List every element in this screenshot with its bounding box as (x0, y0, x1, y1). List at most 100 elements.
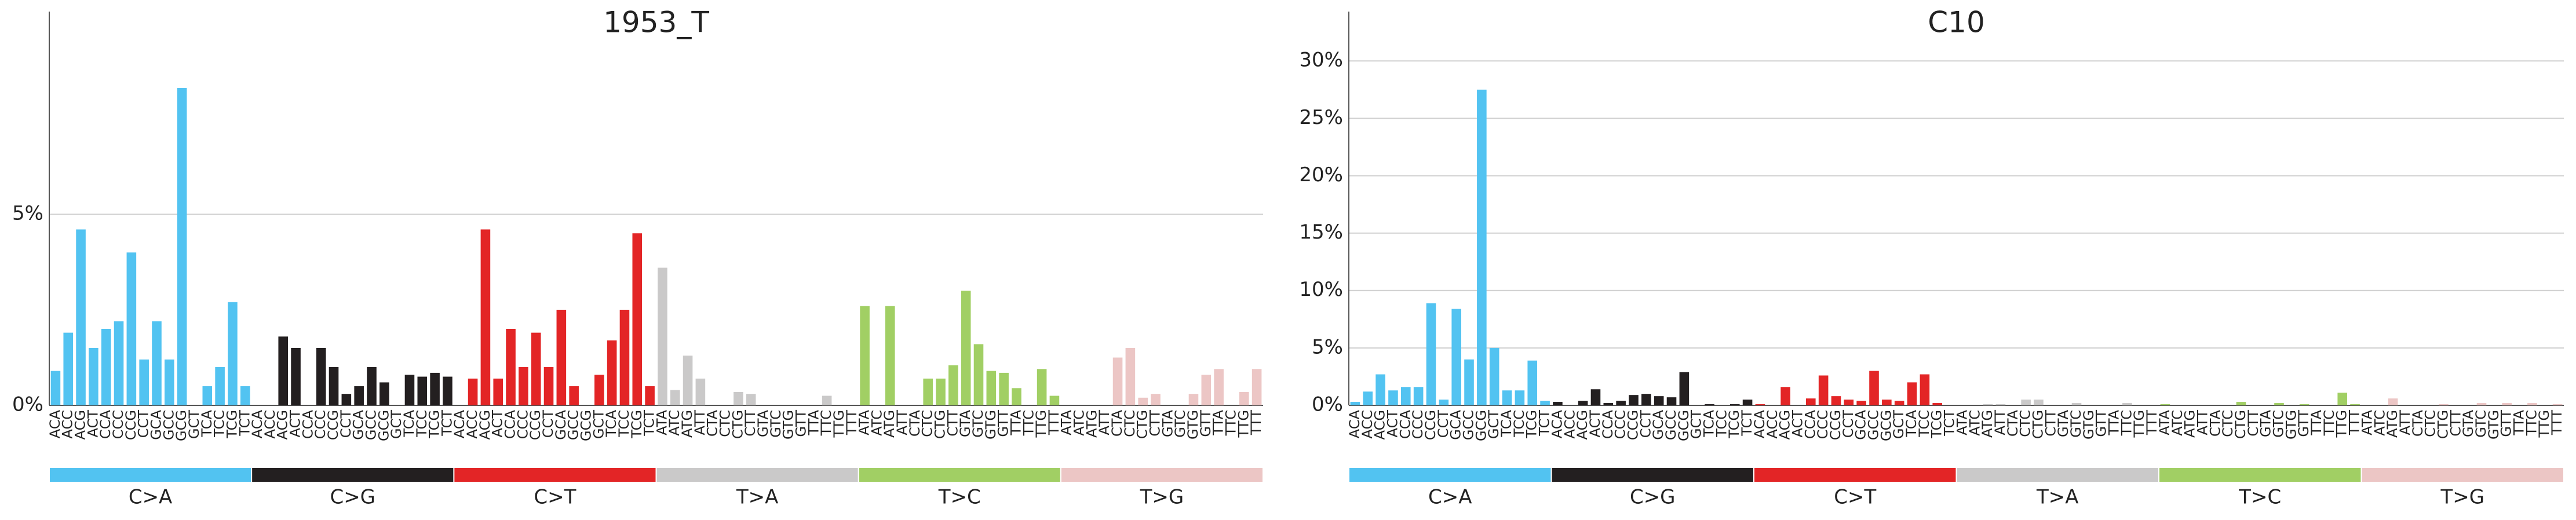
x-tick-label: ACG (275, 410, 291, 440)
x-tick-label: CTT (2042, 410, 2059, 437)
bar (1742, 400, 1753, 405)
x-tick-label: GCA (553, 409, 569, 440)
bar (1869, 371, 1879, 405)
bar (1239, 391, 1249, 405)
bar (126, 252, 137, 405)
x-tick-label: TCG (1726, 410, 1742, 439)
x-tick-label: GCC (1663, 410, 1679, 440)
bar (683, 356, 693, 405)
bar (114, 321, 124, 405)
x-tick-label: TTA (1008, 409, 1024, 435)
bar (506, 328, 516, 405)
x-tick-label: GCT (1891, 410, 1907, 439)
group-strip (1957, 468, 2158, 482)
x-tick-label: GTG (2283, 410, 2299, 440)
x-tick-label: TCA (1498, 409, 1515, 437)
x-tick-label: ATA (1954, 409, 1970, 435)
bar (367, 367, 377, 405)
bar (1214, 369, 1224, 405)
bar (468, 378, 478, 405)
group-label: C>T (1834, 486, 1876, 509)
group-strip (2362, 468, 2563, 482)
bar (1363, 391, 1373, 405)
bar (443, 376, 453, 405)
x-tick-label: ACC (1764, 410, 1780, 439)
x-tick-label: ATA (2157, 409, 2173, 435)
x-tick-label: GCG (173, 410, 189, 441)
bar (139, 359, 149, 405)
x-tick-label: CCG (1422, 410, 1439, 440)
chart-title: 1953_T (603, 6, 709, 39)
bar (1201, 375, 1212, 405)
x-tick-label: GTT (995, 410, 1012, 437)
x-tick-label: ACG (1372, 410, 1388, 440)
group-label: T>C (938, 486, 981, 509)
bar (2236, 402, 2246, 405)
bar (1844, 400, 1854, 405)
x-tick-label: CTT (2447, 410, 2464, 437)
x-tick-label: CCC (515, 410, 531, 439)
bar (885, 306, 895, 405)
bar (1679, 372, 1690, 405)
bar (2122, 403, 2132, 405)
bar (1907, 382, 1917, 405)
x-tick-label: TTT (844, 410, 860, 435)
x-tick-label: ATT (2397, 410, 2413, 435)
x-tick-label: ACA (451, 409, 468, 438)
bar (2388, 398, 2398, 405)
bar (1578, 401, 1588, 405)
bar (2337, 393, 2348, 405)
bar (1439, 400, 1449, 405)
x-tick-label: CCG (527, 410, 543, 440)
bar (632, 233, 643, 405)
x-tick-label: ACT (287, 410, 304, 438)
bar (2299, 404, 2309, 405)
bar (240, 386, 250, 405)
bar (1654, 396, 1664, 405)
x-tick-label: ACG (1574, 410, 1590, 440)
x-tick-label: GTG (780, 410, 797, 440)
bar (1464, 359, 1474, 405)
x-tick-label: CTC (2220, 410, 2236, 437)
bar (1125, 347, 1136, 405)
y-tick-label: 15% (1299, 221, 1343, 244)
x-tick-label: CCT (1637, 410, 1654, 438)
x-tick-label: ACT (1384, 410, 1400, 438)
x-tick-label: CTT (742, 410, 758, 437)
x-tick-label: CTA (1109, 409, 1125, 437)
x-tick-label: GTC (2271, 410, 2287, 438)
x-tick-label: GCC (363, 410, 379, 440)
x-tick-label: GTA (2460, 409, 2476, 437)
x-tick-label: ATG (679, 410, 695, 438)
x-tick-label: ATC (1071, 410, 1088, 436)
x-tick-label: GCC (1461, 410, 1477, 440)
x-tick-label: TCA (1903, 409, 1920, 437)
x-tick-label: TCG (426, 410, 443, 439)
x-tick-label: CTC (2422, 410, 2439, 437)
x-tick-label: ATT (894, 410, 910, 435)
bar (1755, 404, 1765, 405)
x-tick-label: GCG (1473, 410, 1489, 441)
bar (1995, 404, 2006, 405)
x-tick-label: GCT (1486, 410, 1502, 439)
x-tick-label: GCA (1448, 409, 1464, 440)
x-tick-label: ACG (72, 410, 89, 440)
bar (329, 367, 339, 405)
bar (404, 375, 415, 405)
group-strip (1349, 468, 1551, 482)
x-tick-label: CCC (312, 410, 329, 439)
bar (860, 306, 870, 405)
y-tick-label: 0% (12, 393, 43, 416)
bar (1400, 387, 1411, 405)
bar (670, 390, 680, 405)
x-tick-label: TCT (1739, 410, 1755, 437)
x-tick-label: CCC (110, 410, 126, 439)
bar (2160, 404, 2170, 405)
x-tick-label: TCC (1916, 410, 1932, 438)
x-tick-label: TTA (2308, 409, 2325, 435)
y-tick-label: 0% (1312, 393, 1343, 416)
bar (1616, 401, 1626, 405)
x-tick-label: ACT (1587, 410, 1603, 438)
x-tick-label: GTG (983, 410, 999, 440)
x-tick-label: ACC (1359, 410, 1375, 439)
